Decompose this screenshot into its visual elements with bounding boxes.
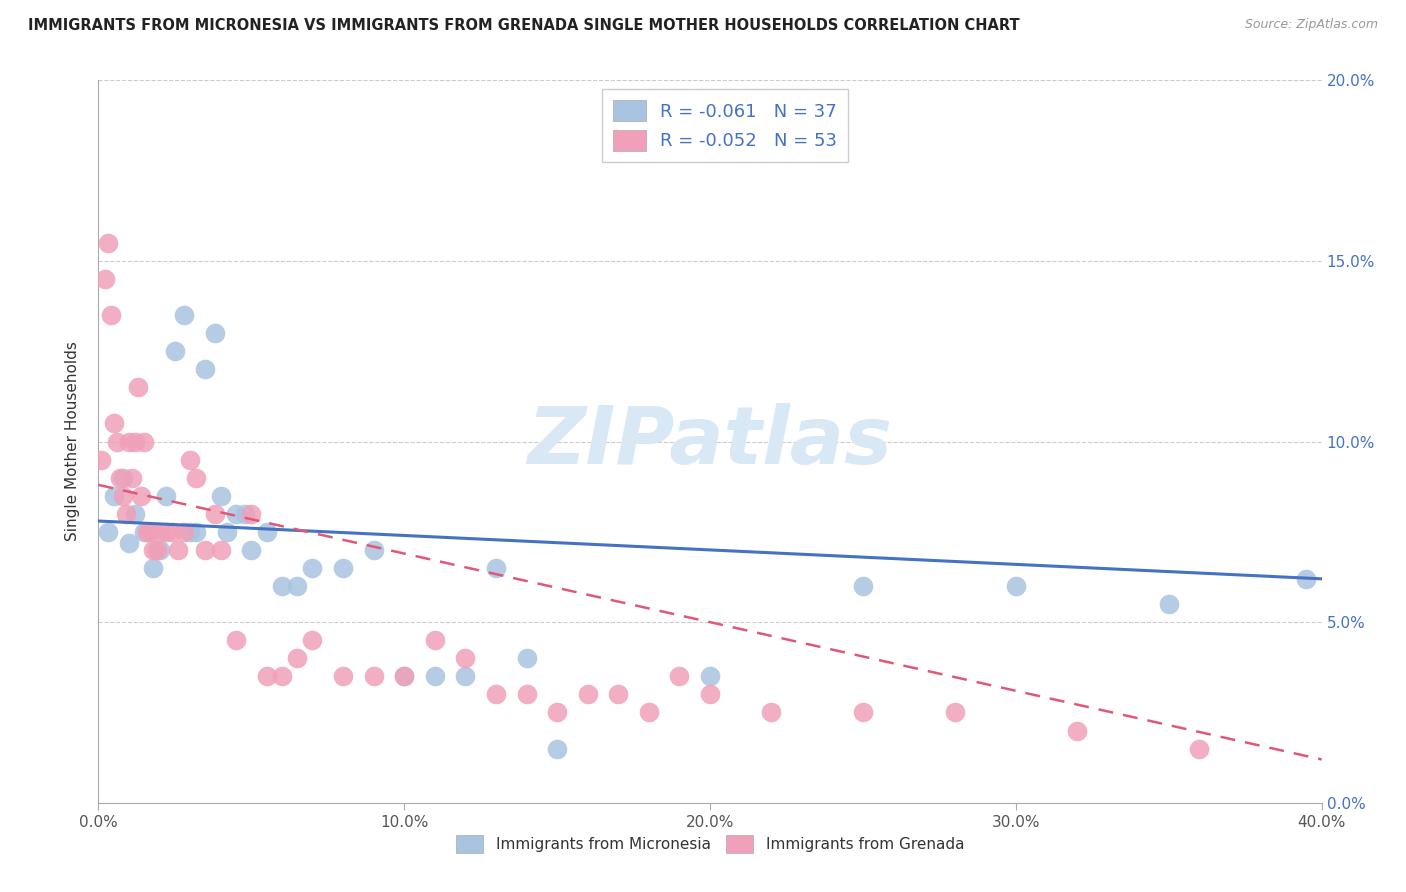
- Point: [160, 524, 183, 539]
- Text: IMMIGRANTS FROM MICRONESIA VS IMMIGRANTS FROM GRENADA SINGLE MOTHER HOUSEHOLDS C: IMMIGRANTS FROM MICRONESIA VS IMMIGRANTS…: [28, 18, 1019, 33]
- Point: [363, 669, 385, 683]
- Y-axis label: Single Mother Households: Single Mother Households: [65, 342, 80, 541]
- Point: [852, 579, 875, 593]
- Point: [699, 669, 721, 683]
- Point: [285, 579, 308, 593]
- Point: [485, 687, 508, 701]
- Point: [332, 669, 354, 683]
- Point: [943, 706, 966, 720]
- Point: [194, 362, 217, 376]
- Point: [105, 434, 128, 449]
- Point: [118, 434, 141, 449]
- Point: [134, 524, 156, 539]
- Point: [179, 452, 201, 467]
- Point: [204, 326, 226, 341]
- Point: [142, 561, 165, 575]
- Point: [111, 489, 134, 503]
- Point: [485, 561, 508, 575]
- Point: [149, 524, 172, 539]
- Point: [186, 524, 208, 539]
- Point: [163, 344, 186, 359]
- Point: [108, 471, 131, 485]
- Point: [546, 741, 568, 756]
- Point: [516, 687, 538, 701]
- Point: [111, 471, 134, 485]
- Point: [186, 471, 208, 485]
- Point: [761, 706, 783, 720]
- Point: [194, 542, 217, 557]
- Point: [668, 669, 690, 683]
- Point: [363, 542, 385, 557]
- Point: [240, 507, 263, 521]
- Point: [256, 524, 278, 539]
- Point: [256, 669, 278, 683]
- Text: Source: ZipAtlas.com: Source: ZipAtlas.com: [1244, 18, 1378, 31]
- Point: [454, 651, 477, 665]
- Point: [209, 542, 232, 557]
- Point: [423, 633, 446, 648]
- Point: [392, 669, 416, 683]
- Point: [423, 669, 446, 683]
- Point: [225, 507, 247, 521]
- Point: [454, 669, 477, 683]
- Point: [209, 489, 232, 503]
- Point: [1157, 597, 1180, 611]
- Point: [139, 524, 162, 539]
- Point: [516, 651, 538, 665]
- Point: [134, 434, 156, 449]
- Point: [240, 542, 263, 557]
- Point: [93, 272, 115, 286]
- Point: [124, 434, 146, 449]
- Legend: Immigrants from Micronesia, Immigrants from Grenada: Immigrants from Micronesia, Immigrants f…: [449, 827, 972, 860]
- Point: [285, 651, 308, 665]
- Point: [124, 507, 146, 521]
- Point: [100, 308, 122, 322]
- Point: [546, 706, 568, 720]
- Point: [1295, 572, 1317, 586]
- Point: [173, 524, 195, 539]
- Point: [173, 308, 195, 322]
- Point: [392, 669, 416, 683]
- Point: [270, 579, 294, 593]
- Point: [129, 489, 152, 503]
- Point: [155, 524, 177, 539]
- Point: [90, 452, 112, 467]
- Point: [118, 535, 141, 549]
- Point: [225, 633, 247, 648]
- Point: [136, 524, 159, 539]
- Point: [699, 687, 721, 701]
- Point: [301, 633, 323, 648]
- Point: [852, 706, 875, 720]
- Point: [637, 706, 661, 720]
- Point: [270, 669, 294, 683]
- Point: [155, 489, 177, 503]
- Point: [145, 542, 167, 557]
- Point: [97, 235, 120, 250]
- Point: [149, 542, 172, 557]
- Point: [103, 417, 125, 431]
- Point: [576, 687, 599, 701]
- Point: [97, 524, 120, 539]
- Point: [607, 687, 630, 701]
- Point: [215, 524, 238, 539]
- Text: ZIPatlas: ZIPatlas: [527, 402, 893, 481]
- Point: [127, 380, 149, 394]
- Point: [179, 524, 201, 539]
- Point: [142, 542, 165, 557]
- Point: [103, 489, 125, 503]
- Point: [332, 561, 354, 575]
- Point: [167, 542, 190, 557]
- Point: [204, 507, 226, 521]
- Point: [301, 561, 323, 575]
- Point: [115, 507, 138, 521]
- Point: [121, 471, 143, 485]
- Point: [1188, 741, 1211, 756]
- Point: [1066, 723, 1088, 738]
- Point: [233, 507, 256, 521]
- Point: [1004, 579, 1026, 593]
